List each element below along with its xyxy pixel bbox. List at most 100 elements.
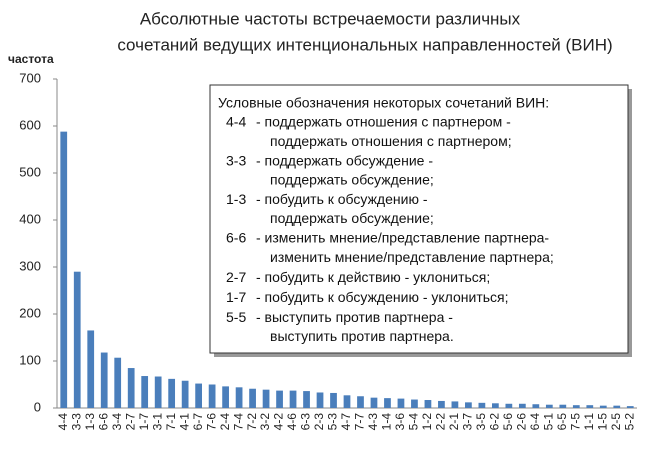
x-tick-label: 2-6 [515, 413, 529, 431]
x-tick-label: 5-2 [622, 413, 636, 431]
x-tick-label: 7-6 [204, 413, 218, 431]
y-axis-label: частота [8, 52, 54, 66]
x-tick-label: 4-4 [56, 413, 70, 431]
legend-text: - побудить к обсуждению - [256, 191, 428, 207]
x-tick-label: 2-4 [218, 413, 232, 431]
x-tick-label: 7-7 [353, 413, 367, 431]
legend-text: - поддержать отношения с партнером - [256, 114, 511, 130]
x-tick-label: 5-4 [407, 413, 421, 431]
x-tick-label: 5-6 [501, 413, 515, 431]
bar [370, 397, 378, 408]
bar [73, 271, 81, 408]
bar [235, 387, 243, 408]
x-tick-label: 7-4 [231, 413, 245, 431]
x-tick-label: 1-2 [420, 413, 434, 431]
bar [195, 383, 202, 408]
legend-text: - побудить к обсуждению - уклониться; [256, 289, 509, 305]
y-tick-label: 500 [19, 164, 41, 179]
x-tick-label: 5-1 [541, 413, 555, 431]
x-tick-label: 6-6 [96, 413, 110, 431]
chart-title: сочетаний ведущих интенциональных направ… [117, 35, 612, 54]
x-tick-label: 3-2 [258, 413, 272, 431]
legend-box [209, 84, 629, 354]
y-tick-label: 200 [19, 305, 41, 320]
bar [141, 376, 149, 408]
x-tick-label: 2-2 [434, 413, 448, 431]
legend-text: поддержать отношения с партнером; [270, 133, 512, 149]
bar [289, 390, 297, 408]
bar [276, 390, 283, 408]
bar [249, 388, 256, 408]
bar [384, 398, 391, 408]
x-tick-label: 6-5 [555, 413, 569, 431]
x-tick-label: 7-5 [568, 413, 582, 431]
legend-code: 1-7 [226, 289, 246, 305]
x-tick-label: 7-2 [245, 413, 259, 431]
x-tick-label: 1-5 [595, 413, 609, 431]
x-tick-label: 4-7 [339, 413, 353, 431]
bar [424, 400, 432, 408]
bar [586, 405, 594, 408]
x-tick-label: 3-4 [110, 413, 124, 431]
legend-text: - изменить мнение/представление партнера… [256, 230, 549, 246]
bar [518, 403, 526, 408]
x-tick-label: 5-3 [326, 413, 340, 431]
y-tick-label: 100 [19, 352, 41, 367]
bar [262, 389, 270, 408]
bar [492, 403, 499, 408]
x-tick-label: 2-5 [609, 413, 623, 431]
x-tick-label: 3-7 [461, 413, 475, 431]
x-tick-label: 1-7 [137, 413, 151, 431]
bar [127, 368, 135, 408]
legend-code: 2-7 [226, 269, 246, 285]
bar [316, 392, 324, 408]
x-tick-label: 3-1 [150, 413, 164, 431]
x-tick-label: 2-3 [312, 413, 326, 431]
bar [559, 404, 567, 408]
x-tick-label: 6-7 [191, 413, 205, 431]
x-tick-label: 1-4 [380, 413, 394, 431]
bar [438, 400, 445, 408]
x-tick-label: 1-1 [582, 413, 596, 431]
bar [572, 405, 580, 408]
bar [330, 392, 337, 408]
x-tick-label: 4-6 [285, 413, 299, 431]
legend-text: - побудить к действию - уклониться; [256, 269, 490, 285]
bar [222, 386, 229, 408]
x-tick-label: 3-5 [474, 413, 488, 431]
legend-text: - выступить против партнера - [256, 309, 453, 325]
bar [100, 352, 108, 408]
legend-code: 3-3 [226, 152, 246, 168]
bar [626, 406, 634, 408]
y-tick-label: 300 [19, 258, 41, 273]
bar [343, 395, 351, 408]
bar [451, 401, 459, 408]
legend-title: Условные обозначения некоторых сочетаний… [218, 95, 549, 111]
legend-code: 6-6 [226, 230, 246, 246]
y-tick-label: 400 [19, 211, 41, 226]
y-tick-label: 700 [19, 70, 41, 85]
y-tick-label: 600 [19, 117, 41, 132]
bar [613, 405, 621, 408]
bar [545, 404, 553, 408]
bar [114, 357, 122, 408]
legend-text: - поддержать обсуждение - [256, 152, 433, 168]
bar [599, 405, 607, 408]
x-tick-label: 6-4 [528, 413, 542, 431]
legend-code: 4-4 [226, 114, 246, 130]
legend-text: выступить против партнера. [270, 328, 454, 344]
bar [478, 402, 486, 408]
legend-text: поддержать обсуждение; [270, 210, 434, 226]
x-tick-label: 4-3 [366, 413, 380, 431]
bar [411, 399, 418, 408]
legend-code: 5-5 [226, 309, 246, 325]
bar [397, 398, 405, 408]
bar [154, 376, 162, 408]
x-tick-label: 4-2 [272, 413, 286, 431]
legend-code: 1-3 [226, 191, 246, 207]
bar [532, 404, 540, 408]
x-tick-label: 2-7 [123, 413, 137, 431]
x-tick-label: 3-6 [393, 413, 407, 431]
bar [60, 131, 68, 408]
x-tick-label: 7-1 [164, 413, 178, 431]
